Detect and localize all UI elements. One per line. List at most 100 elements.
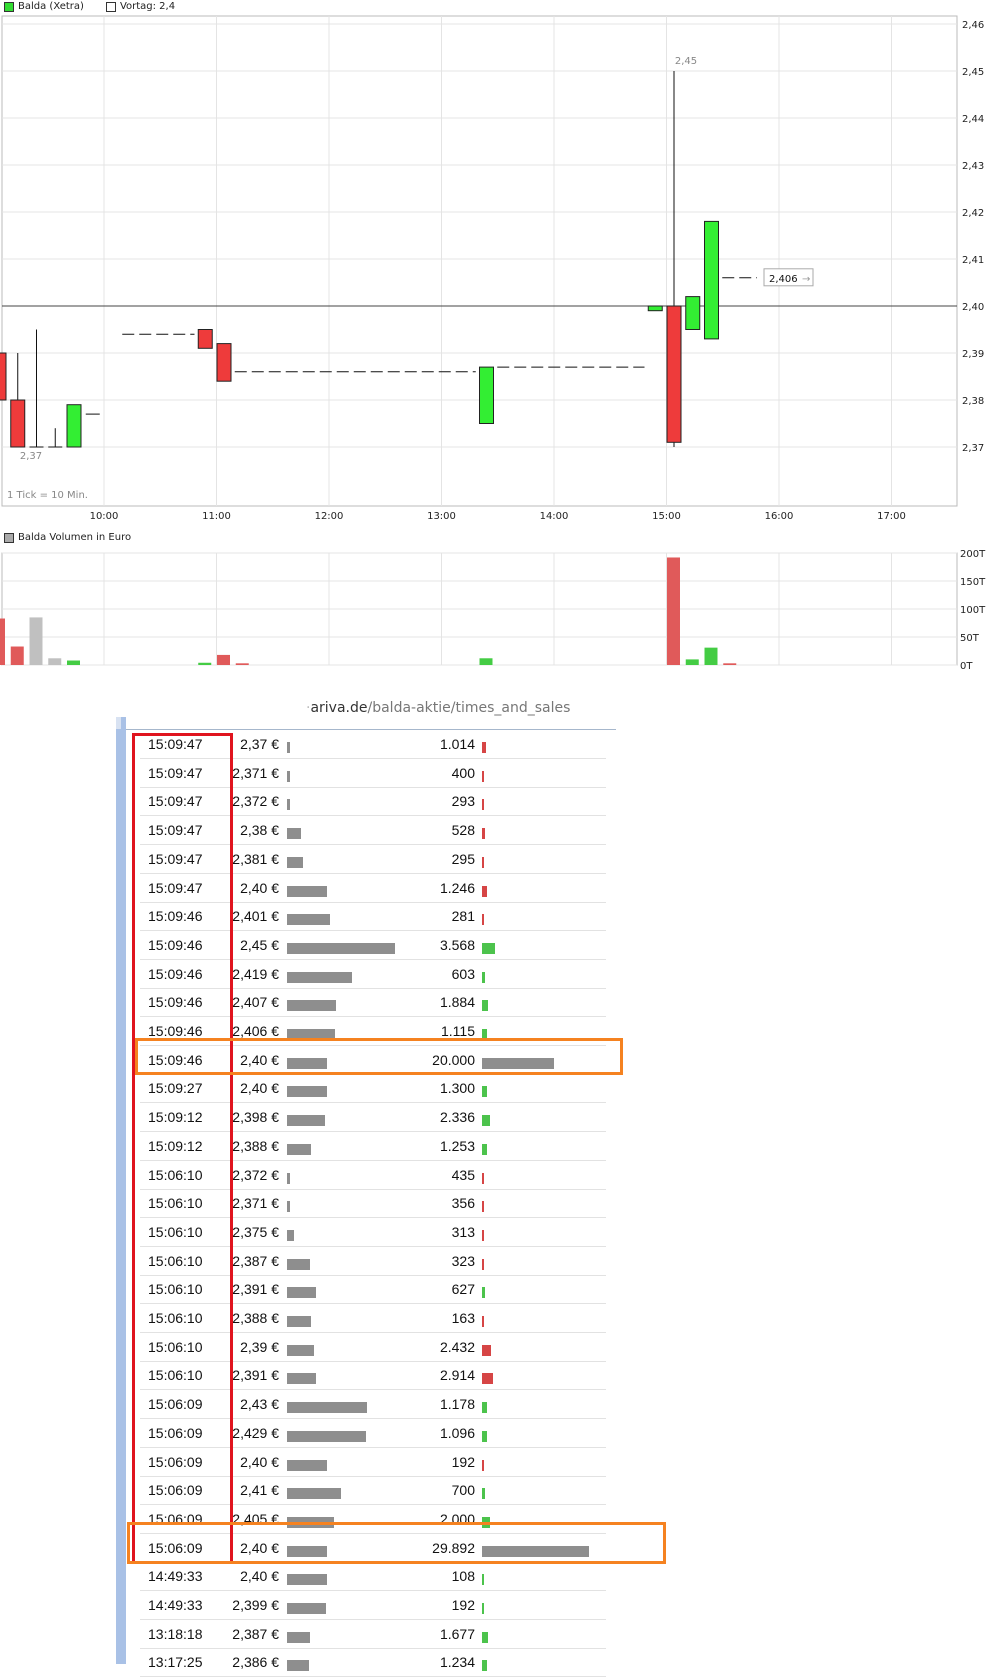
price-bar <box>287 1574 327 1586</box>
price-bar <box>287 1488 341 1500</box>
url-path: /balda-aktie/times_and_sales <box>367 700 571 716</box>
volume-bar <box>482 1430 487 1442</box>
volume-y-tick-label: 150T <box>960 577 986 588</box>
trade-volume: 192 <box>451 1597 475 1613</box>
price-bar <box>287 1000 336 1012</box>
price-bar <box>287 942 395 954</box>
trade-price: 2,388 € <box>232 1137 279 1154</box>
address-bar[interactable]: ·ariva.de/balda-aktie/times_and_sales <box>306 700 571 716</box>
volume-bar <box>235 663 249 665</box>
price-bar <box>287 1402 367 1414</box>
plot-area <box>1 15 958 507</box>
x-tick-label: 12:00 <box>315 511 344 522</box>
volume-bar <box>482 1631 488 1643</box>
price-bar <box>287 971 352 983</box>
trade-time: 13:18:18 <box>148 1625 203 1642</box>
trade-volume: 1.234 <box>439 1654 475 1671</box>
price-bar <box>287 1459 327 1471</box>
volume-bar <box>0 618 5 665</box>
last-price-arrow: → <box>802 274 810 285</box>
volume-bar <box>704 647 718 665</box>
volume-bar <box>67 660 80 665</box>
candle-body <box>666 305 682 443</box>
volume-bar <box>217 654 230 665</box>
table-row: 15:09:27 2,40 € 1.300 <box>140 1074 606 1104</box>
candle-body <box>704 220 719 340</box>
trade-price: 2,391 € <box>232 1367 279 1384</box>
x-tick-label: 16:00 <box>765 511 794 522</box>
price-bar <box>287 1229 294 1241</box>
volume-bar <box>482 1143 487 1155</box>
high-label: 2,45 <box>675 56 697 67</box>
table-row: 15:09:47 2,40 € 1.246 <box>140 874 606 903</box>
table-row: 14:49:33 2,40 € 108 <box>140 1562 606 1592</box>
trade-price: 2,372 € <box>232 1166 279 1183</box>
table-row: 15:09:12 2,388 € 1.253 <box>140 1132 606 1161</box>
volume-bar <box>723 663 737 665</box>
trade-volume: 1.253 <box>439 1137 475 1154</box>
table-row: 14:49:33 2,399 € 192 <box>140 1591 606 1620</box>
trade-time: 15:06:10 <box>148 1281 203 1298</box>
volume-bar <box>482 1660 487 1672</box>
price-bar <box>287 1430 366 1442</box>
legend-label-vortag: Vortag: 2,4 <box>119 1 176 12</box>
table-row: 15:09:47 2,372 € 293 <box>140 787 606 817</box>
volume-bar <box>198 662 212 665</box>
table-row: 15:09:12 2,398 € 2.336 <box>140 1103 606 1133</box>
price-bar <box>287 856 303 868</box>
page-sidebar-top <box>116 717 121 729</box>
trade-time: 15:06:09 <box>148 1396 203 1413</box>
trade-time: 15:06:10 <box>148 1223 203 1240</box>
legend-swatch-balda <box>4 1 14 12</box>
url-domain: ariva.de <box>310 700 368 716</box>
trade-time: 15:09:46 <box>148 936 203 953</box>
price-bar <box>287 799 290 811</box>
volume-bar <box>482 942 495 954</box>
trade-volume: 293 <box>451 793 475 810</box>
trade-price: 2,43 € <box>240 1396 279 1413</box>
table-row: 13:18:18 2,387 € 1.677 <box>140 1620 606 1649</box>
volume-bar <box>667 557 680 665</box>
trade-time: 14:49:33 <box>148 1597 203 1613</box>
volume-bar <box>482 1402 487 1414</box>
trade-price: 2,419 € <box>232 965 279 982</box>
trade-volume: 323 <box>451 1252 475 1269</box>
trade-volume: 400 <box>451 764 475 781</box>
trade-price: 2,387 € <box>232 1252 279 1269</box>
trade-time: 15:06:10 <box>148 1252 203 1269</box>
trade-time: 13:17:25 <box>148 1654 203 1671</box>
highlight-time-column <box>132 733 233 1564</box>
trade-time: 15:09:47 <box>148 850 203 867</box>
trade-price: 2,40 € <box>240 879 279 896</box>
table-row: 15:09:46 2,419 € 603 <box>140 960 606 989</box>
price-bar <box>287 1201 290 1213</box>
volume-y-tick-label: 100T <box>960 605 986 616</box>
price-bar <box>287 1172 290 1184</box>
trade-price: 2,45 € <box>240 936 279 953</box>
volume-bar <box>482 1287 485 1299</box>
volume-bar <box>482 770 484 782</box>
trade-volume: 1.014 <box>439 736 475 752</box>
x-tick-label: 13:00 <box>427 511 456 522</box>
volume-bar <box>482 1373 493 1385</box>
table-row: 15:06:10 2,371 € 356 <box>140 1189 606 1219</box>
table-row: 15:06:09 2,43 € 1.178 <box>140 1390 606 1420</box>
trade-time: 15:06:09 <box>148 1453 203 1470</box>
volume-bar <box>48 658 62 665</box>
trade-price: 2,375 € <box>232 1223 279 1240</box>
candle-body <box>216 343 232 382</box>
candle-body <box>0 352 7 401</box>
x-tick-label: 14:00 <box>540 511 569 522</box>
trade-time: 15:09:47 <box>148 879 203 896</box>
x-tick-label: 15:00 <box>652 511 681 522</box>
volume-bar <box>482 1316 484 1327</box>
volume-bar <box>482 1172 484 1184</box>
price-bar <box>287 770 290 782</box>
trade-volume: 2.432 <box>439 1338 475 1355</box>
y-tick-label: 2,43 <box>962 161 984 172</box>
price-bar <box>287 828 301 840</box>
price-bar <box>287 1660 309 1672</box>
trade-price: 2,41 € <box>240 1482 279 1499</box>
legend-label-volume: Balda Volumen in Euro <box>18 532 132 543</box>
table-row: 15:06:10 2,391 € 2.914 <box>140 1361 606 1391</box>
